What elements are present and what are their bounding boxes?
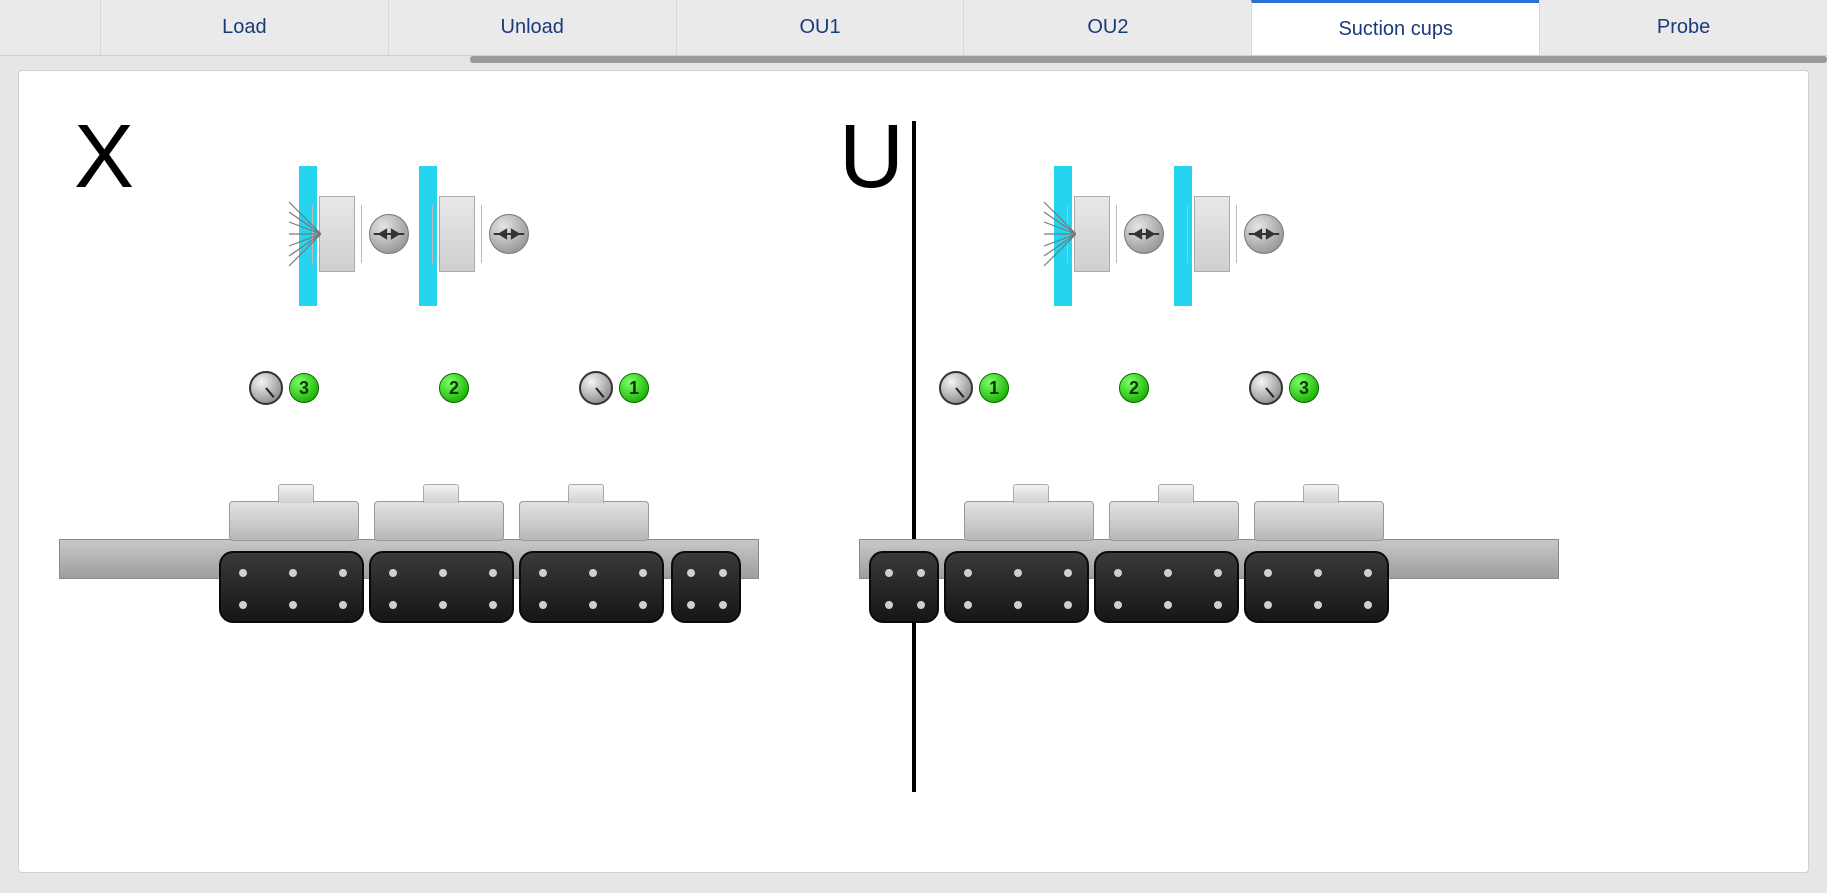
indicator-number: 2 (449, 378, 459, 399)
tab-load[interactable]: Load (100, 0, 388, 55)
status-indicator[interactable]: 3 (1289, 373, 1319, 403)
indicator-number: 2 (1129, 378, 1139, 399)
indicator-number: 3 (299, 378, 309, 399)
indicator-row-x: 3 2 1 (249, 371, 679, 411)
suction-rail-x (59, 491, 759, 671)
carriage-icon[interactable] (374, 501, 504, 541)
suction-unit-icon (1194, 196, 1230, 272)
tab-label: Unload (501, 16, 564, 39)
suction-pad-icon[interactable] (369, 551, 514, 623)
status-indicator[interactable]: 2 (1119, 373, 1149, 403)
suction-unit-icon (439, 196, 475, 272)
panel-label-x: X (74, 106, 134, 209)
tab-suction-cups[interactable]: Suction cups (1251, 0, 1539, 55)
tab-label: Probe (1657, 16, 1710, 39)
gauge-icon[interactable] (1249, 371, 1283, 405)
suction-pad-icon[interactable] (1094, 551, 1239, 623)
tab-ou1[interactable]: OU1 (676, 0, 964, 55)
tab-bar: Load Unload OU1 OU2 Suction cups Probe (0, 0, 1827, 56)
suction-unit-icon (1074, 196, 1110, 272)
spray-icon (1042, 198, 1076, 270)
suction-rail-u (859, 491, 1559, 671)
status-indicator[interactable]: 2 (439, 373, 469, 403)
valve-icon[interactable] (1244, 214, 1284, 254)
indicator-number: 1 (629, 378, 639, 399)
diagram-canvas: X U (18, 70, 1809, 873)
carriage-icon[interactable] (1109, 501, 1239, 541)
status-indicator[interactable]: 1 (979, 373, 1009, 403)
gauge-icon[interactable] (249, 371, 283, 405)
valve-icon[interactable] (369, 214, 409, 254)
status-indicator[interactable]: 1 (619, 373, 649, 403)
valve-icon[interactable] (489, 214, 529, 254)
tab-unload[interactable]: Unload (388, 0, 676, 55)
indicator-number: 1 (989, 378, 999, 399)
app-root: Load Unload OU1 OU2 Suction cups Probe X… (0, 0, 1827, 893)
suction-pad-icon[interactable] (869, 551, 939, 623)
status-indicator[interactable]: 3 (289, 373, 319, 403)
panel-divider (912, 121, 916, 792)
suction-pad-icon[interactable] (219, 551, 364, 623)
suction-pad-icon[interactable] (519, 551, 664, 623)
tab-probe[interactable]: Probe (1539, 0, 1827, 55)
tab-label: OU1 (800, 16, 841, 39)
suction-pad-icon[interactable] (671, 551, 741, 623)
tab-ou2[interactable]: OU2 (963, 0, 1251, 55)
carriage-icon[interactable] (1254, 501, 1384, 541)
tab-scroll-indicator (470, 56, 1827, 63)
panel-label-u: U (839, 106, 904, 209)
tab-label: OU2 (1087, 16, 1128, 39)
indicator-row-u: 1 2 3 (939, 371, 1369, 411)
valve-icon[interactable] (1124, 214, 1164, 254)
carriage-icon[interactable] (964, 501, 1094, 541)
suction-pad-icon[interactable] (944, 551, 1089, 623)
tab-label: Load (222, 16, 267, 39)
tabbar-spacer (0, 0, 100, 55)
suction-pad-icon[interactable] (1244, 551, 1389, 623)
suction-unit-icon (319, 196, 355, 272)
gauge-icon[interactable] (939, 371, 973, 405)
indicator-number: 3 (1299, 378, 1309, 399)
tab-label: Suction cups (1338, 18, 1453, 41)
carriage-icon[interactable] (519, 501, 649, 541)
spray-icon (287, 198, 321, 270)
gauge-icon[interactable] (579, 371, 613, 405)
carriage-icon[interactable] (229, 501, 359, 541)
